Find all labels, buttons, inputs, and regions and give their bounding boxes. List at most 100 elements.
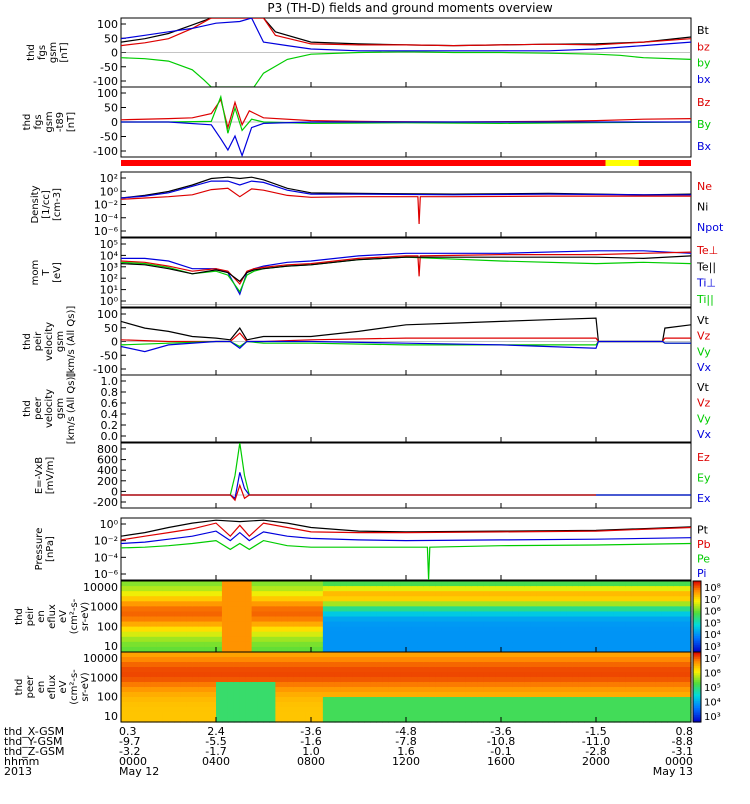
ion_spectrogram-cell (132, 626, 140, 633)
fgs_dip-ytick-label: -50 (100, 131, 118, 144)
ion_spectrogram-cell (506, 586, 514, 592)
electron_spectrogram-cell (180, 667, 187, 673)
electron_spectrogram-cell (411, 662, 419, 668)
electron_spectrogram-cell (198, 662, 205, 668)
ion_spectrogram-cell (358, 616, 366, 623)
ion_spectrogram-cell (293, 631, 300, 638)
ion_spectrogram-cell (400, 631, 407, 638)
ion_spectrogram-cell (299, 611, 306, 618)
ion_spectrogram-cell (411, 586, 419, 592)
ion_spectrogram-cell (459, 641, 466, 648)
ion_spectrogram-cell (376, 611, 383, 618)
ion_spectrogram-cell (263, 626, 271, 633)
electron_spectrogram-cell (263, 697, 271, 703)
ion_spectrogram-cell (453, 646, 461, 653)
ion_spectrogram-colorbar-step (693, 586, 701, 589)
ion_spectrogram-cell (132, 586, 140, 592)
ion_spectrogram-cell (524, 596, 532, 602)
ion_spectrogram-cell (613, 601, 621, 607)
ion_spectrogram-cell (245, 606, 253, 613)
electron_spectrogram-cell (138, 652, 146, 658)
electron_spectrogram-cell (394, 692, 401, 698)
electron_spectrogram-cell (637, 667, 645, 673)
electron_spectrogram-cell (299, 652, 306, 658)
electron_spectrogram-cell (204, 697, 211, 703)
ion_spectrogram-cell (649, 581, 656, 587)
ion_spectrogram-cell (311, 626, 318, 633)
electron_spectrogram-cell (643, 717, 651, 723)
electron_spectrogram-cell (216, 667, 223, 673)
electron_spectrogram-cell (566, 677, 573, 683)
electron_spectrogram-cell (204, 717, 211, 723)
electron_spectrogram-cell (180, 697, 187, 703)
ion_velocity-series-vx (121, 340, 691, 353)
electron_spectrogram-colorbar-step (693, 701, 701, 704)
ion_spectrogram-cell (566, 581, 573, 587)
ion_spectrogram-cell (138, 626, 146, 633)
ion_spectrogram-cell (530, 636, 538, 643)
ion_spectrogram-cell (186, 606, 193, 613)
electron_spectrogram-colorbar-step (693, 687, 701, 690)
electron_spectrogram-cell (346, 667, 354, 673)
electron_spectrogram-cell (423, 707, 431, 713)
electron_spectrogram-cell (251, 657, 259, 663)
electron_spectrogram-cell (168, 697, 176, 703)
electron_spectrogram-cell (334, 662, 342, 668)
ion_spectrogram-cell (417, 626, 425, 633)
electron_spectrogram-cell (596, 702, 603, 708)
ion_spectrogram-cell (121, 646, 128, 653)
electron_spectrogram-cell (406, 682, 413, 688)
ion_spectrogram-cell (340, 646, 348, 653)
ion_spectrogram-cell (400, 626, 407, 633)
electron_spectrogram-cell (607, 717, 615, 723)
ion_spectrogram-cell (186, 631, 193, 638)
ion_spectrogram-colorbar-step (693, 646, 701, 650)
ion_spectrogram-cell (257, 636, 265, 643)
ion_spectrogram-colorbar-step (693, 598, 701, 602)
density-ytick-label: 10⁻⁴ (94, 212, 119, 225)
electron_spectrogram-cell (453, 717, 461, 723)
electron_spectrogram-cell (364, 697, 371, 703)
ion_velocity-ytick-label: -100 (93, 363, 118, 376)
electron_spectrogram-colorbar-step (693, 694, 701, 697)
electron_spectrogram-cell (281, 662, 288, 668)
ion_spectrogram-cell (311, 606, 318, 613)
ion_spectrogram-cell (649, 616, 656, 623)
electron_spectrogram-cell (548, 692, 556, 698)
electron_spectrogram-cell (441, 657, 449, 663)
electron_spectrogram-cell (530, 677, 538, 683)
ion_spectrogram-cell (501, 616, 508, 623)
electron_spectrogram-colorbar-label: 10⁴ (704, 698, 721, 709)
ion_spectrogram-cell (477, 641, 484, 648)
electron_spectrogram-cell (328, 682, 336, 688)
ion_spectrogram-colorbar-step (693, 648, 701, 651)
efield-series-ex (121, 472, 691, 500)
temperature-legend-entry: Ti⊥ (696, 277, 716, 290)
ion_spectrogram-cell (465, 596, 472, 602)
efield-frame (120, 442, 692, 509)
ion_spectrogram-cell (406, 646, 413, 653)
ion_spectrogram-cell (275, 611, 282, 618)
ion_spectrogram-cell (293, 586, 300, 592)
ion_spectrogram-cell (447, 631, 455, 638)
ion_spectrogram-cell (328, 581, 336, 587)
electron_spectrogram-cell (287, 712, 294, 718)
ion_spectrogram-cell (204, 636, 211, 643)
ion_spectrogram-cell (227, 606, 235, 613)
ion_spectrogram-cell (607, 646, 615, 653)
ion_spectrogram-cell (441, 636, 449, 643)
ion_spectrogram-cell (168, 621, 176, 628)
ion_spectrogram-cell (566, 596, 573, 602)
ion_spectrogram-cell (388, 646, 395, 653)
pressure-legend-entry: Pe (697, 552, 710, 565)
electron_spectrogram-cell (316, 657, 324, 663)
ion_spectrogram-cell (512, 581, 520, 587)
ion_spectrogram-colorbar-step (693, 581, 701, 584)
ion_spectrogram-cell (210, 626, 217, 633)
ion_spectrogram-cell (465, 586, 472, 592)
ion_spectrogram-cell (548, 631, 556, 638)
electron_spectrogram-cell (673, 677, 680, 683)
electron_spectrogram-cell (572, 707, 579, 713)
electron_velocity-ylabel-line: velocity (44, 389, 55, 428)
ion_spectrogram-cell (613, 631, 621, 638)
